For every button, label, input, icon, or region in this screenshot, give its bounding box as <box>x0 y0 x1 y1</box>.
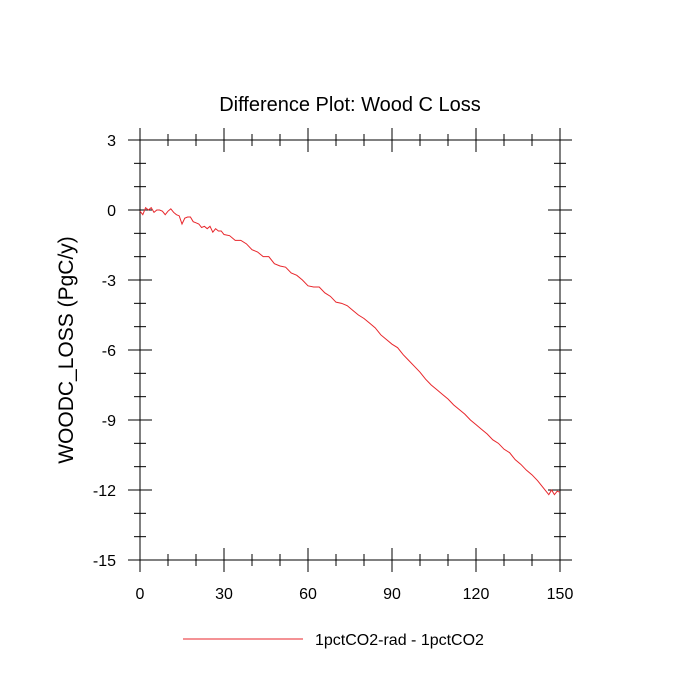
y-tick-label: -6 <box>102 343 116 360</box>
x-tick-labels: 0 30 60 90 120 150 <box>136 586 574 603</box>
legend-label: 1pctCO2-rad - 1pctCO2 <box>315 632 484 649</box>
y-tick-label: 0 <box>107 203 116 220</box>
x-tick-label: 120 <box>463 586 490 603</box>
x-tick-label: 0 <box>136 586 145 603</box>
x-tick-label: 150 <box>547 586 574 603</box>
major-ticks <box>128 128 572 572</box>
y-tick-label: -9 <box>102 413 116 430</box>
series-line-0 <box>139 206 561 496</box>
y-tick-label: 3 <box>107 133 116 150</box>
legend: 1pctCO2-rad - 1pctCO2 <box>183 632 484 649</box>
x-tick-label: 30 <box>215 586 233 603</box>
y-tick-label: -3 <box>102 273 116 290</box>
x-tick-label: 90 <box>383 586 401 603</box>
plot-frame <box>139 139 561 561</box>
x-tick-label: 60 <box>299 586 317 603</box>
y-tick-label: -12 <box>93 483 116 500</box>
y-tick-label: -15 <box>93 553 116 570</box>
chart-title: Difference Plot: Wood C Loss <box>219 94 481 116</box>
y-tick-labels: 3 0 -3 -6 -9 -12 -15 <box>93 133 116 570</box>
series-layer <box>139 206 561 496</box>
minor-ticks <box>134 134 566 566</box>
y-axis-label: WOODC_LOSS (PgC/y) <box>55 236 78 464</box>
